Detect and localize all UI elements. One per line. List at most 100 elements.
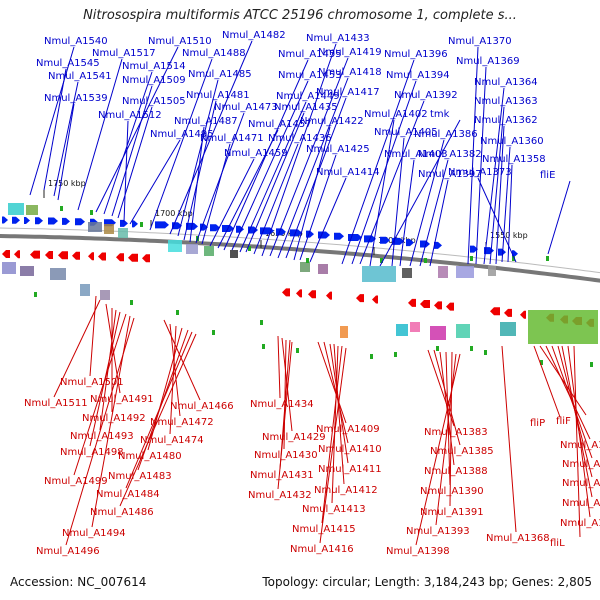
marker-dot xyxy=(296,348,299,353)
top-gene-label: Nmul_A1510 xyxy=(148,36,212,47)
bottom-gene-label: Nmul_A1413 xyxy=(302,504,366,515)
marker-dot xyxy=(176,310,179,315)
top-leader-line xyxy=(507,164,513,263)
top-leader-line xyxy=(467,46,479,265)
reverse-gene-arrow xyxy=(282,288,290,297)
marker-dot xyxy=(140,222,143,227)
bottom-gene-label: Nmul_A1429 xyxy=(262,432,326,443)
top-leader-line xyxy=(399,159,415,267)
top-gene-label: Nmul_A1397 xyxy=(418,169,482,180)
feature-block xyxy=(230,250,238,258)
top-gene-label: Nmul_A1482 xyxy=(222,30,286,41)
feature-block xyxy=(2,262,16,274)
top-leader-line xyxy=(429,179,449,267)
top-gene-label: Nmul_A1414 xyxy=(316,167,380,178)
forward-gene-arrow xyxy=(434,241,442,249)
top-leader-line xyxy=(239,101,307,253)
bottom-gene-label: Nmul_A1390 xyxy=(420,486,484,497)
top-leader-line xyxy=(391,137,405,267)
top-gene-label: Nmul_A1358 xyxy=(482,154,546,165)
bottom-leader-line xyxy=(277,341,293,490)
top-gene-label: Nmul_A1471 xyxy=(200,133,264,144)
top-gene-label: Nmul_A1436 xyxy=(268,133,332,144)
top-gene-label: Nmul_A1540 xyxy=(44,36,108,47)
top-leader-line xyxy=(369,119,395,267)
forward-gene-arrow xyxy=(210,224,220,232)
bottom-gene-label: fliL xyxy=(550,538,565,549)
top-leader-line xyxy=(409,139,445,267)
bottom-gene-label: Nmul_A1346 xyxy=(560,440,600,451)
top-gene-label: Nmul_A1453 xyxy=(278,70,342,81)
feature-block xyxy=(430,326,446,340)
bottom-leader-line xyxy=(169,323,181,417)
feature-block xyxy=(186,244,198,254)
top-leader-line xyxy=(53,81,79,197)
bottom-gene-label: Nmul_A1499 xyxy=(44,476,108,487)
bottom-leader-line xyxy=(435,353,457,526)
top-gene-label: Nmul_A1418 xyxy=(318,67,382,78)
feature-block xyxy=(300,262,310,272)
feature-block xyxy=(80,284,90,296)
marker-dot xyxy=(470,346,473,351)
top-gene-label: Nmul_A1394 xyxy=(386,70,450,81)
bottom-leader-line xyxy=(539,345,587,416)
bottom-gene-label: Nmul_A1349 xyxy=(562,498,600,509)
top-leader-line xyxy=(111,85,153,217)
bottom-gene-label: Nmul_A1410 xyxy=(318,444,382,455)
marker-dot xyxy=(262,344,265,349)
feature-block xyxy=(50,268,66,280)
reverse-gene-arrow xyxy=(30,250,40,259)
marker-dot xyxy=(590,362,593,367)
top-leader-line xyxy=(209,158,255,247)
reverse-gene-arrow xyxy=(72,251,80,260)
top-gene-label: Nmul_A1360 xyxy=(480,136,544,147)
reverse-gene-arrow xyxy=(88,252,94,261)
top-leader-line xyxy=(501,146,511,263)
top-gene-label: Nmul_A1382 xyxy=(418,149,482,160)
bottom-leader-line xyxy=(319,347,347,544)
top-gene-label: Nmul_A1364 xyxy=(474,77,538,88)
bottom-gene-label: Nmul_A1474 xyxy=(140,435,204,446)
reverse-gene-arrow xyxy=(296,289,302,298)
top-leader-line xyxy=(309,177,347,263)
top-gene-label: Nmul_A1396 xyxy=(384,49,448,60)
top-leader-line xyxy=(201,143,231,245)
bottom-gene-label: Nmul_A1486 xyxy=(90,507,154,518)
top-gene-label: Nmul_A1373 xyxy=(448,167,512,178)
bottom-gene-label: Nmul_A1431 xyxy=(250,470,314,481)
feature-block xyxy=(456,266,474,278)
bottom-gene-label: Nmul_A1493 xyxy=(70,431,134,442)
backbone-line xyxy=(0,233,600,283)
top-leader-line xyxy=(169,40,253,235)
bottom-gene-label: Nmul_A1511 xyxy=(24,398,88,409)
bottom-gene-label: Nmul_A1466 xyxy=(170,401,234,412)
forward-gene-arrow xyxy=(318,231,330,239)
forward-gene-arrow xyxy=(24,216,30,224)
top-gene-label: Nmul_A1487 xyxy=(174,116,238,127)
top-gene-label: Nmul_A1363 xyxy=(474,96,538,107)
bottom-gene-label: Nmul_A1498 xyxy=(60,447,124,458)
top-leader-line xyxy=(95,46,179,213)
bottom-gene-label: Nmul_A1492 xyxy=(82,413,146,424)
bottom-gene-label: Nmul_A1383 xyxy=(424,427,488,438)
bottom-leader-line xyxy=(125,331,193,489)
marker-dot xyxy=(380,258,383,263)
top-gene-label: Nmul_A1517 xyxy=(92,48,156,59)
bottom-gene-label: Nmul_A1494 xyxy=(62,528,126,539)
feature-block xyxy=(528,310,598,344)
bottom-gene-label: Nmul_A1411 xyxy=(318,464,382,475)
top-leader-line xyxy=(477,177,517,263)
top-gene-label: Nmul_A1402 xyxy=(364,109,428,120)
reverse-gene-arrow xyxy=(2,250,10,259)
reverse-gene-arrow xyxy=(356,294,364,303)
feature-block xyxy=(104,224,114,234)
marker-dot xyxy=(90,210,93,215)
feature-block xyxy=(8,203,24,215)
bottom-leader-line xyxy=(331,345,339,504)
bottom-leader-line xyxy=(321,345,343,524)
forward-gene-arrow xyxy=(498,248,506,256)
bottom-gene-label: Nmul_A1496 xyxy=(36,546,100,557)
bottom-leader-line xyxy=(567,345,591,518)
top-leader-line xyxy=(43,68,67,191)
reverse-gene-arrow xyxy=(446,302,454,311)
